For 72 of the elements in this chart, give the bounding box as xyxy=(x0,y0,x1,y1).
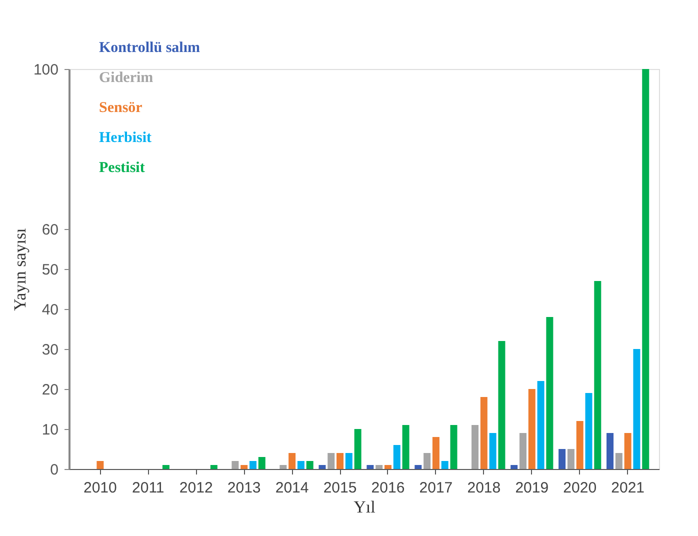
bar xyxy=(336,453,344,469)
bar xyxy=(472,425,479,469)
bar xyxy=(546,317,554,469)
y-tick-label: 0 xyxy=(50,462,58,478)
bar xyxy=(558,449,566,469)
bar xyxy=(489,433,496,469)
bar xyxy=(594,281,602,469)
bar xyxy=(498,341,506,469)
bar xyxy=(328,453,335,469)
bar xyxy=(280,465,287,469)
bar xyxy=(519,433,526,469)
bar xyxy=(642,69,650,469)
y-tick-label: 50 xyxy=(42,262,58,278)
bar xyxy=(585,393,592,469)
x-tick-label: 2020 xyxy=(563,480,597,496)
bar xyxy=(210,465,218,469)
x-tick-label: 2019 xyxy=(515,480,549,496)
bar xyxy=(345,453,352,469)
bar xyxy=(615,453,622,469)
y-tick-label: 100 xyxy=(33,62,58,78)
y-tick-label: 60 xyxy=(42,222,58,238)
bar xyxy=(450,425,458,469)
x-tick-label: 2017 xyxy=(419,480,453,496)
x-axis-title: Yıl xyxy=(354,498,376,516)
x-tick-label: 2021 xyxy=(611,480,645,496)
bar xyxy=(606,433,614,469)
x-tick-label: 2012 xyxy=(179,480,213,496)
bar xyxy=(537,381,544,469)
bar xyxy=(96,461,104,469)
text: Herbisit xyxy=(99,130,152,146)
bar xyxy=(432,437,440,469)
bar xyxy=(288,453,296,469)
bar xyxy=(441,461,448,469)
text: Sensör xyxy=(99,100,143,116)
text: Giderim xyxy=(99,70,154,86)
text: Kontrollü salım xyxy=(99,40,200,56)
x-tick-label: 2016 xyxy=(371,480,405,496)
x-tick-label: 2014 xyxy=(275,480,309,496)
x-tick-label: 2010 xyxy=(83,480,117,496)
y-axis-title: Yayın sayısı xyxy=(10,228,30,311)
bar xyxy=(249,461,256,469)
bar xyxy=(297,461,304,469)
x-tick-label: 2015 xyxy=(323,480,357,496)
bar xyxy=(318,465,326,469)
y-tick-label: 30 xyxy=(42,342,58,358)
bar xyxy=(624,433,632,469)
bar xyxy=(633,349,640,469)
x-tick-label: 2013 xyxy=(227,480,261,496)
bar xyxy=(424,453,431,469)
x-tick-label: 2011 xyxy=(132,480,164,496)
bar xyxy=(528,389,536,469)
bar xyxy=(232,461,239,469)
bar xyxy=(306,461,314,469)
bar xyxy=(510,465,518,469)
y-tick-label: 40 xyxy=(42,302,58,318)
text: Pestisit xyxy=(99,160,145,176)
bar xyxy=(366,465,374,469)
bar xyxy=(567,449,574,469)
bar xyxy=(414,465,422,469)
bar xyxy=(402,425,410,469)
bar xyxy=(354,429,362,469)
bar xyxy=(376,465,383,469)
bar xyxy=(480,397,488,469)
bar xyxy=(240,465,248,469)
bar xyxy=(393,445,400,469)
bar xyxy=(258,457,266,469)
x-tick-label: 2018 xyxy=(467,480,501,496)
y-tick-label: 10 xyxy=(42,422,58,438)
y-tick-label: 20 xyxy=(42,382,58,398)
bar xyxy=(384,465,392,469)
bar xyxy=(576,421,584,469)
bar xyxy=(162,465,170,469)
